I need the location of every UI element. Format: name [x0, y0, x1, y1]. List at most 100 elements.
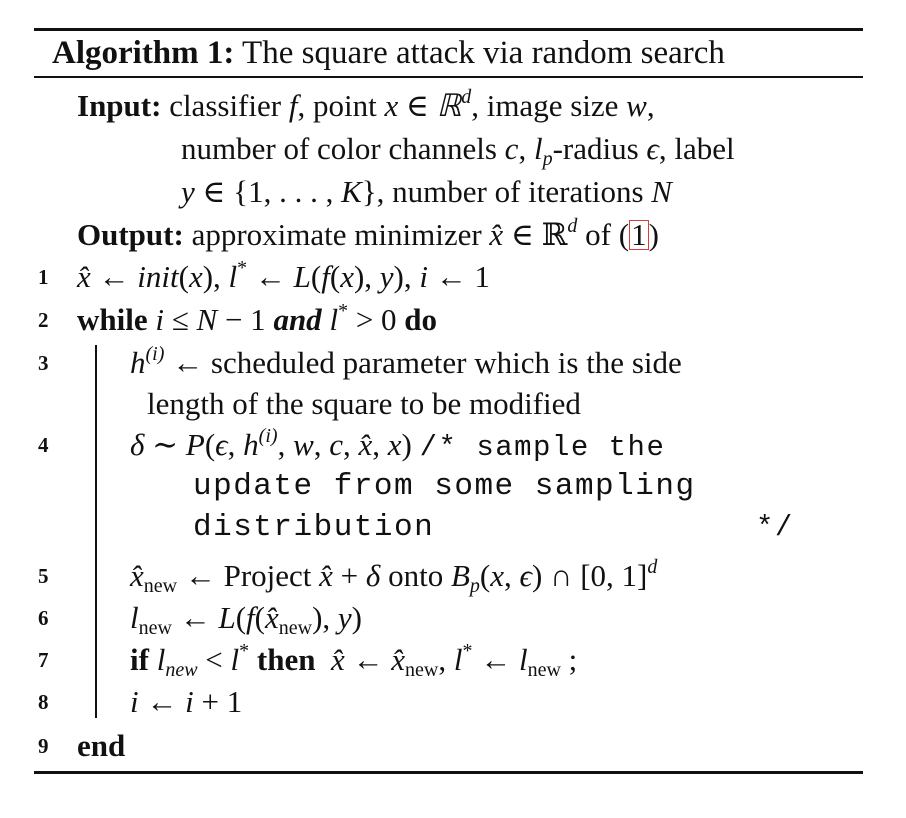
output-text: of ( — [577, 217, 630, 252]
input-text: , label — [658, 131, 735, 166]
line-number: 1 — [38, 265, 49, 289]
line-number: 5 — [38, 564, 49, 588]
math-op: ), — [393, 259, 420, 294]
math-f: f — [246, 600, 255, 635]
line-number: 8 — [38, 690, 49, 714]
math-op: ( — [178, 259, 189, 294]
keyword-while: while — [77, 302, 148, 337]
math-op: ≤ — [164, 302, 197, 337]
math-subscript-new: new — [405, 659, 439, 681]
line-number: 4 — [38, 433, 49, 457]
input-label: Input: — [77, 88, 162, 123]
math-P: P — [185, 427, 205, 462]
math-x: x — [490, 558, 504, 593]
math-op: ← — [90, 259, 138, 294]
math-star: * — [239, 640, 250, 662]
comment-end: */ — [756, 511, 794, 544]
math-op: > 0 — [348, 302, 405, 337]
keyword-then: then — [256, 642, 316, 677]
math-op: , — [343, 427, 359, 462]
input-text: , point — [297, 88, 385, 123]
math-op: , — [503, 558, 520, 593]
math-w: w — [626, 88, 647, 123]
math-op: ( — [204, 427, 216, 462]
math-op: , — [277, 427, 294, 462]
math-c: c — [504, 131, 519, 166]
math-superscript-i: (i) — [145, 343, 165, 365]
output-label: Output: — [77, 217, 184, 252]
math-x-hat: x̂ — [77, 259, 91, 294]
math-op: ) ∩ [0, 1] — [531, 558, 648, 593]
keyword-and: and — [273, 302, 322, 337]
math-op: , — [372, 427, 388, 462]
math-delta: δ — [130, 427, 145, 462]
output-text: ) — [648, 217, 659, 252]
math-superscript-d: d — [567, 215, 578, 237]
math-op: , — [227, 427, 244, 462]
math-op: ( — [254, 600, 265, 635]
math-l: l — [228, 259, 238, 294]
math-op: ), — [312, 600, 338, 635]
math-i: i — [185, 684, 194, 719]
math-op: ← — [171, 600, 219, 635]
math-l: l — [329, 302, 339, 337]
math-l: l — [230, 642, 240, 677]
math-subscript-p: p — [542, 148, 553, 170]
input-line-2: number of color channels c, lp-radius ϵ,… — [181, 129, 735, 169]
math-subscript-new: new — [143, 575, 178, 597]
keyword-end: end — [77, 728, 126, 763]
math-op: + — [332, 558, 366, 593]
top-rule — [34, 28, 863, 31]
input-text: , image size — [471, 88, 627, 123]
math-x-hat: x̂ — [489, 217, 504, 252]
equation-reference-link[interactable]: 1 — [629, 217, 649, 252]
math-op: − 1 — [217, 302, 274, 337]
math-superscript-d: d — [647, 556, 658, 578]
math-i: i — [419, 259, 428, 294]
math-star: * — [462, 640, 473, 662]
line-number: 9 — [38, 734, 49, 758]
line-number: 3 — [38, 351, 49, 375]
math-x-in-R: x ∈ ℝ — [384, 88, 462, 123]
input-text: , — [518, 131, 534, 166]
math-K: K — [341, 174, 362, 209]
input-line-3: y ∈ {1, . . . , K}, number of iterations… — [181, 172, 672, 212]
algorithm-line-4: δ ∼ P(ϵ, h(i), w, c, x̂, x) /* sample th… — [130, 425, 665, 468]
title-rule — [34, 76, 863, 78]
math-l: l — [156, 642, 166, 677]
math-l: l — [130, 600, 139, 635]
line-number: 6 — [38, 606, 49, 630]
algorithm-line-1: x̂ ← init(x), l* ← L(f(x), y), i ← 1 — [77, 257, 490, 297]
algorithm-line-5: x̂new ← Project x̂ + δ onto Bp(x, ϵ) ∩ [… — [130, 556, 657, 596]
math-i: i — [130, 684, 139, 719]
math-op: ) — [401, 427, 420, 462]
math-f: f — [288, 88, 298, 123]
math-subscript-new: new — [138, 617, 172, 639]
math-op: ), — [202, 259, 229, 294]
math-subscript-new: new — [165, 659, 198, 681]
line-text: length of the square to be modified — [147, 386, 581, 421]
math-x-hat: x̂ — [130, 558, 144, 593]
input-text: ∈ {1, . . . , — [194, 174, 342, 209]
input-text: , — [646, 88, 655, 123]
math-op: + 1 — [193, 684, 243, 719]
math-subscript-new: new — [278, 617, 313, 639]
math-superscript-i: (i) — [258, 425, 278, 447]
math-y: y — [379, 259, 394, 294]
math-op: ← — [138, 684, 186, 719]
math-L: L — [293, 259, 311, 294]
algorithm-line-3: h(i) ← scheduled parameter which is the … — [130, 343, 682, 383]
math-delta: δ — [365, 558, 381, 593]
algorithm-title-label: Algorithm 1: — [52, 35, 235, 71]
math-x-hat: x̂ — [330, 642, 345, 677]
algorithm-line-4-cont-2: distribution — [193, 510, 435, 545]
algorithm-line-3-cont: length of the square to be modified — [147, 384, 581, 424]
while-block-bar — [95, 345, 97, 718]
comment-text: /* sample the — [419, 431, 666, 464]
output-line: Output: approximate minimizer x̂ ∈ ℝd of… — [77, 215, 659, 255]
input-text: number of color channels — [181, 131, 505, 166]
keyword-if: if — [130, 642, 149, 677]
math-op: ( — [329, 259, 341, 294]
math-x-hat: x̂ — [358, 427, 373, 462]
math-h: h — [130, 345, 146, 380]
